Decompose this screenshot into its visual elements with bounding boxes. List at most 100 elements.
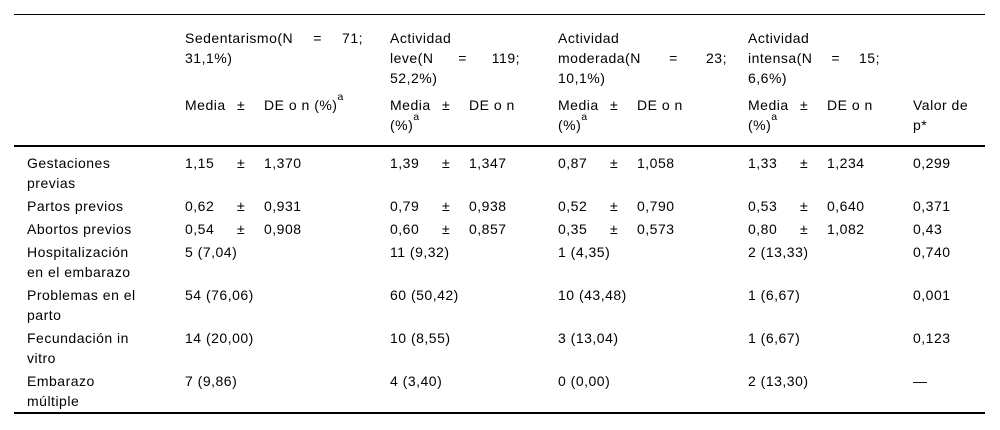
table-row: Fecundación in vitro 14 (20,00) 10 (8,55) 3… [14,326,985,369]
p-value-header-label: Valor de p* [913,97,969,133]
stat-cell: 2 (13,30) [748,371,913,391]
footnote-superscript: a [771,111,778,124]
footnote-superscript: a [581,111,588,124]
mean-value: Media [558,97,599,113]
header-empty-cell [14,28,185,29]
header-group-cell: Actividad intensa(N = 15; 6,6%) [748,28,913,88]
sd-value: DE o n [637,97,683,113]
mean-sd-pair: 0,87 ±1,058 [558,153,748,173]
header-justified-line: Sedentarismo(N = 71; [185,28,363,48]
row-label: Problemas en el parto [27,287,136,323]
sd-value: 0,640 [827,198,865,214]
row-label: Abortos previos [27,221,132,237]
mean-sd-pair: 0,53 ±0,640 [748,196,913,216]
plus-minus-symbol: ± [800,97,809,113]
stat-cell: 3 (13,04) [558,328,748,348]
header-word: 52,2%) [390,70,438,86]
header-word: 119; [491,50,520,66]
mean-sd-pair: Media ± DE o n (%)a [185,92,390,115]
sd-value: 0,573 [637,221,675,237]
row-label: Fecundación in vitro [27,330,129,366]
mean-value: 0,87 [558,155,588,171]
row-label-cell: Fecundación in vitro [14,328,185,368]
table-row: Problemas en el parto 54 (76,06) 60 (50,42… [14,283,985,326]
count-percent-value: 10 (43,48) [558,287,627,303]
mean-value: 1,33 [748,155,778,171]
sd-value: 0,938 [469,198,507,214]
stat-cell: 1 (6,67) [748,285,913,305]
header-line: Actividad [390,28,558,48]
row-label-cell: Embarazo múltiple [14,371,185,411]
mean-value: 0,52 [558,198,588,214]
p-value-cell: 0,299 [913,153,985,173]
stat-cell: 10 (43,48) [558,285,748,305]
mean-sd-pair: Media ± DE o n [558,95,748,115]
stat-cell: 2 (13,33) [748,242,913,262]
stat-cell: 1,33 ±1,234 [748,153,913,173]
p-value: — [913,373,928,389]
mean-sd-pair: 0,60 ±0,857 [390,219,558,239]
sd-value: 1,058 [637,155,675,171]
stat-cell: 4 (3,40) [390,371,558,391]
header-word: Sedentarismo(N [185,30,294,46]
count-percent-value: 60 (50,42) [390,287,459,303]
row-label-cell: Partos previos [14,196,185,216]
stat-cell: 0,53 ±0,640 [748,196,913,216]
count-percent-value: 3 (13,04) [558,330,619,346]
table-row: Gestaciones previas 1,15 ±1,370 1,39 ±1,347 0… [14,151,985,194]
count-percent-value: 11 (9,32) [390,244,450,260]
mean-value: 0,35 [558,221,588,237]
sd-value: 1,082 [827,221,865,237]
plus-minus-symbol: ± [442,198,451,214]
header-line: Actividad [748,28,913,48]
sd-value: 0,908 [264,221,302,237]
p-value-header-cell: Valor de p* [913,95,985,135]
sd-value: 1,234 [827,155,865,171]
count-percent-value: 1 (6,67) [748,330,801,346]
header-justified-line: leve(N = 119; [390,48,520,68]
p-value-cell: 0,43 [913,219,985,239]
mean-sd-pair: 0,79 ±0,938 [390,196,558,216]
percent-label: (%) [558,117,582,133]
count-percent-value: 4 (3,40) [390,373,443,389]
p-value-cell: — [913,371,985,391]
header-word: moderada(N [558,50,641,66]
header-word: = [458,50,467,66]
header-word: 6,6%) [748,70,788,86]
header-empty-cell [913,28,985,29]
header-word: 71; [342,30,363,46]
header-word: Actividad [558,30,620,46]
mean-value: 0,53 [748,198,778,214]
mean-sd-pair: Media ± DE o n [748,95,913,115]
stat-cell: 54 (76,06) [185,285,390,305]
table-header-divider-rule [14,145,985,147]
measure-header-wrap-line: (%)a [558,112,748,135]
mean-value: Media [185,97,226,113]
mean-value: 0,60 [390,221,420,237]
p-value-cell: 0,371 [913,196,985,216]
p-value: 0,123 [913,330,951,346]
sd-value: DE o n (%)a [264,92,390,115]
header-group-cell: Sedentarismo(N = 71; 31,1%) [185,28,390,68]
header-group-cell: Actividad leve(N = 119; 52,2%) [390,28,558,88]
stat-cell: 1 (4,35) [558,242,748,262]
stat-cell: 7 (9,86) [185,371,390,391]
sd-header-label: DE o n (%) [264,97,338,113]
header-word: 23; [706,50,727,66]
stat-cell: 0,80 ±1,082 [748,219,913,239]
header-justified-line: intensa(N = 15; [748,48,880,68]
header-line: 6,6%) [748,68,913,88]
measure-header-wrap-line: (%)a [390,112,558,135]
plus-minus-symbol: ± [442,221,451,237]
stat-cell: 1,15 ±1,370 [185,153,390,173]
p-value: 0,740 [913,244,951,260]
p-value: 0,43 [913,221,943,237]
p-value: 0,299 [913,155,951,171]
mean-sd-pair: 0,54 ±0,908 [185,219,390,239]
header-line: 10,1%) [558,68,748,88]
stat-cell: 10 (8,55) [390,328,558,348]
mean-value: 1,39 [390,155,420,171]
table-header-measure-row: Media ± DE o n (%)a Media ± DE o n (%)a Media ± D… [14,88,985,145]
p-value-cell: 0,123 [913,328,985,348]
header-word: = [669,50,678,66]
